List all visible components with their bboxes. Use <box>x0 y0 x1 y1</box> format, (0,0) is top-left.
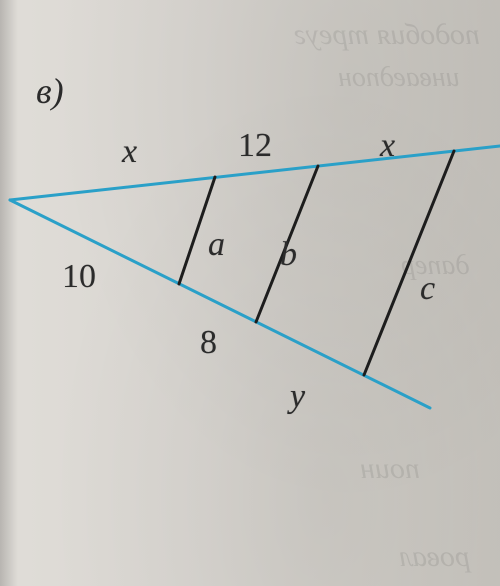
segment-label-12: 12 <box>238 129 272 163</box>
transversal-label-b: b <box>280 238 297 272</box>
segment-label-y: y <box>290 380 305 414</box>
segment-label-x-top-1: x <box>122 135 137 169</box>
segment-label-10: 10 <box>62 260 96 294</box>
transversal-label-a: a <box>208 228 225 262</box>
segment-label-8: 8 <box>200 326 217 360</box>
transversal-c <box>364 151 454 375</box>
segment-label-x-top-2: x <box>380 129 395 163</box>
transversal-label-c: c <box>420 272 435 306</box>
